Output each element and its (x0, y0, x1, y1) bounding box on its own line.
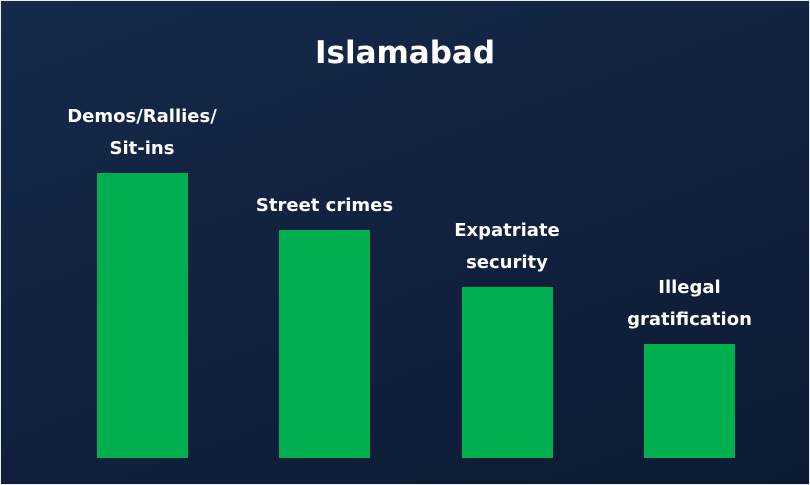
chart-title: Islamabad (314, 35, 496, 71)
bar (644, 344, 735, 458)
bar (96, 173, 188, 458)
bar-label: Expatriate security (454, 220, 560, 273)
bar-label: Demos/Rallies/Sit-ins (67, 106, 217, 159)
bar-label: Illegal gratification (627, 277, 752, 330)
bar (279, 230, 370, 458)
bar-label: Street crimes (255, 195, 394, 216)
bar (461, 287, 553, 458)
